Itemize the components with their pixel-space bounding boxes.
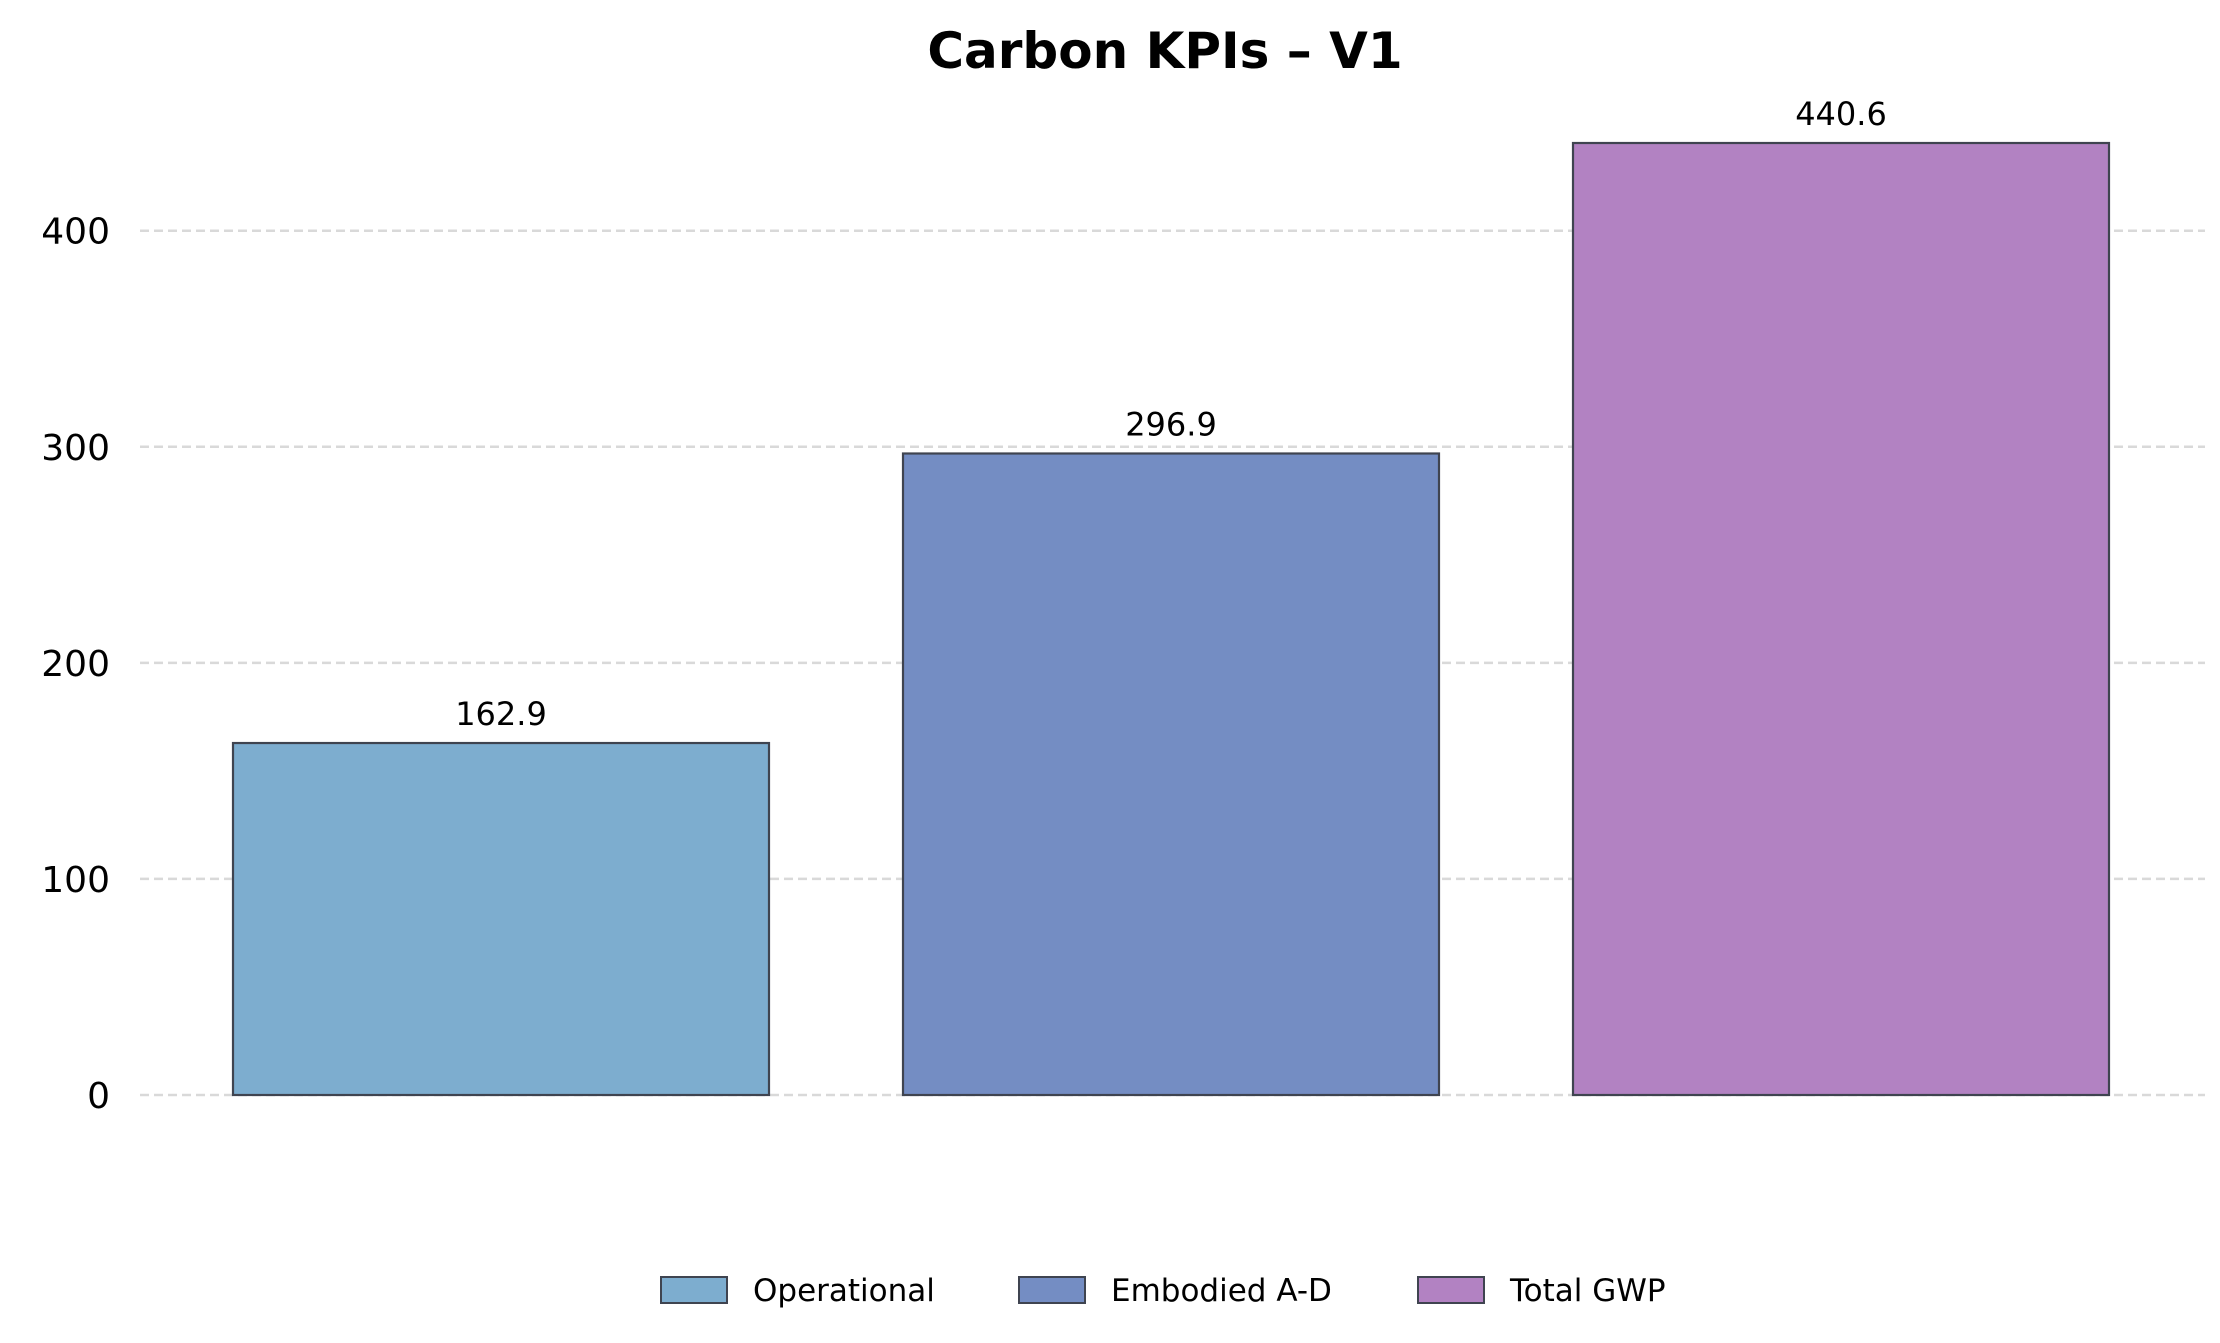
bar-embodied-a-d — [901, 452, 1441, 1097]
data-labels: 162.9 296.9 440.6 — [455, 95, 1887, 733]
y-tick-label: 300 — [41, 428, 110, 469]
y-tick-label: 0 — [87, 1076, 110, 1117]
bar-value-label: 440.6 — [1795, 95, 1887, 133]
y-tick-label: 200 — [41, 644, 110, 685]
legend-label: Operational — [753, 1273, 935, 1309]
y-tick-label: 100 — [41, 860, 110, 901]
bars — [231, 141, 2111, 1097]
legend-label: Total GWP — [1509, 1273, 1666, 1309]
y-axis-ticks: 0 100 200 300 400 — [41, 212, 110, 1117]
y-tick-label: 400 — [41, 212, 110, 253]
legend-label: Embodied A-D — [1111, 1273, 1332, 1309]
legend-swatch — [1018, 1276, 1086, 1304]
bar-total-gwp — [1571, 141, 2111, 1097]
legend-swatch — [1417, 1276, 1485, 1304]
bar-operational — [231, 741, 771, 1097]
bar-value-label: 296.9 — [1125, 405, 1217, 443]
legend: Operational Embodied A-D Total GWP — [660, 1273, 1666, 1309]
chart-title: Carbon KPIs – V1 — [927, 22, 1402, 80]
legend-swatch — [660, 1276, 728, 1304]
bar-value-label: 162.9 — [455, 695, 547, 733]
